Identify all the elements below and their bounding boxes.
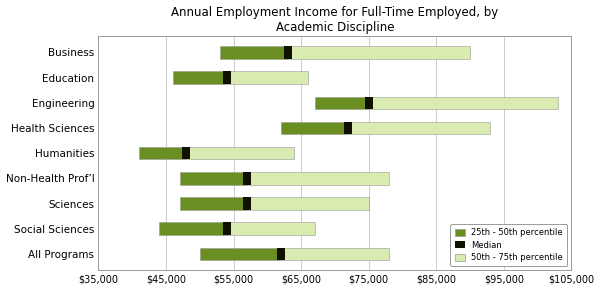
Bar	[223, 222, 231, 235]
Bar	[182, 147, 190, 160]
Bar	[159, 222, 227, 235]
Bar	[247, 172, 389, 185]
Bar	[284, 46, 292, 59]
Bar	[227, 71, 308, 84]
Bar	[223, 71, 231, 84]
Bar	[139, 147, 186, 160]
Bar	[179, 172, 247, 185]
Bar	[369, 97, 558, 109]
Legend: 25th - 50th percentile, Median, 50th - 75th percentile: 25th - 50th percentile, Median, 50th - 7…	[451, 224, 567, 266]
Bar	[247, 197, 369, 210]
Bar	[243, 197, 251, 210]
Bar	[227, 222, 314, 235]
Bar	[314, 97, 369, 109]
Bar	[287, 46, 470, 59]
Bar	[243, 172, 251, 185]
Bar	[281, 248, 389, 260]
Bar	[349, 122, 490, 134]
Bar	[220, 46, 287, 59]
Bar	[277, 248, 285, 260]
Bar	[179, 197, 247, 210]
Bar	[173, 71, 227, 84]
Bar	[365, 97, 373, 109]
Bar	[200, 248, 281, 260]
Bar	[186, 147, 295, 160]
Title: Annual Employment Income for Full-Time Employed, by
Academic Discipline: Annual Employment Income for Full-Time E…	[172, 6, 499, 34]
Bar	[281, 122, 349, 134]
Bar	[344, 122, 352, 134]
